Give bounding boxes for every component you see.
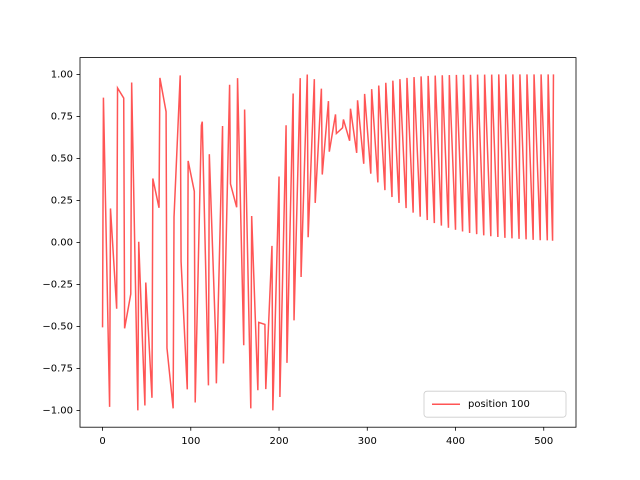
x-tick-label: 500 [534,436,553,447]
y-tick-label: 0.50 [51,153,73,164]
y-tick-label: −0.50 [42,321,73,332]
x-tick-label: 0 [99,436,105,447]
y-tick-label: −1.00 [42,405,73,416]
y-tick-label: 0.75 [51,111,73,122]
x-tick-label: 100 [181,436,200,447]
x-tick-label: 400 [446,436,465,447]
y-tick-label: −0.25 [42,279,73,290]
x-tick-label: 200 [269,436,288,447]
y-tick-label: 0.00 [51,237,73,248]
x-tick-label: 300 [358,436,377,447]
data-line [101,74,555,411]
legend-label: position 100 [468,399,530,410]
legend-box [423,390,567,418]
y-tick-label: 0.25 [51,195,73,206]
y-tick-label: 1.00 [51,69,73,80]
y-tick-label: −0.75 [42,363,73,374]
